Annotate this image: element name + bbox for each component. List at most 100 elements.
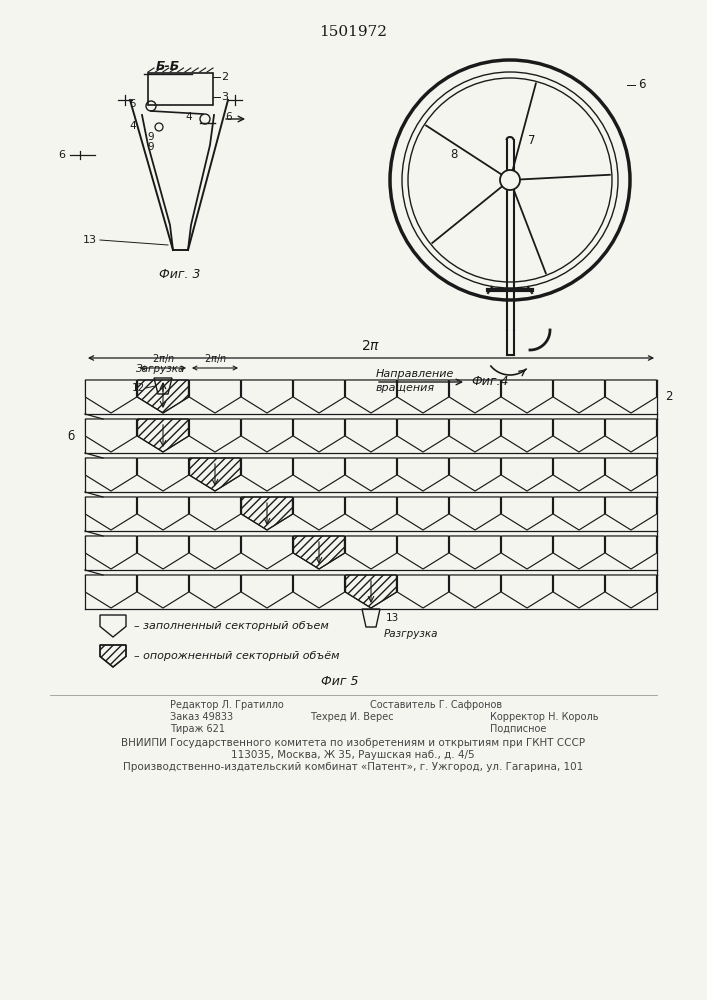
Polygon shape <box>501 536 552 569</box>
Text: Подписное: Подписное <box>490 724 547 734</box>
Polygon shape <box>293 380 344 413</box>
Text: Направление: Направление <box>376 369 455 379</box>
Polygon shape <box>554 575 604 608</box>
Polygon shape <box>554 497 604 530</box>
Text: – опорожненный секторный объём: – опорожненный секторный объём <box>134 651 339 661</box>
Polygon shape <box>397 380 448 413</box>
Circle shape <box>500 170 520 190</box>
Text: Разгрузка: Разгрузка <box>384 629 438 639</box>
Polygon shape <box>242 380 293 413</box>
Text: вращения: вращения <box>376 383 435 393</box>
Polygon shape <box>137 380 189 413</box>
Polygon shape <box>242 536 293 569</box>
Polygon shape <box>450 497 501 530</box>
Polygon shape <box>137 419 189 452</box>
Polygon shape <box>450 575 501 608</box>
Polygon shape <box>137 536 189 569</box>
Polygon shape <box>242 497 293 530</box>
Polygon shape <box>397 419 448 452</box>
Text: Б-Б: Б-Б <box>156 60 180 73</box>
Polygon shape <box>554 458 604 491</box>
Polygon shape <box>293 575 344 608</box>
Polygon shape <box>86 458 136 491</box>
Text: 4: 4 <box>129 121 136 131</box>
Polygon shape <box>293 419 344 452</box>
Polygon shape <box>137 458 189 491</box>
Polygon shape <box>605 536 657 569</box>
Text: Загрузка: Загрузка <box>136 364 186 374</box>
Text: 113035, Москва, Ж 35, Раушская наб., д. 4/5: 113035, Москва, Ж 35, Раушская наб., д. … <box>231 750 475 760</box>
Text: Заказ 49833: Заказ 49833 <box>170 712 233 722</box>
Polygon shape <box>293 458 344 491</box>
Polygon shape <box>346 536 397 569</box>
Text: 9: 9 <box>147 142 154 152</box>
Text: Редактор Л. Гратилло: Редактор Л. Гратилло <box>170 700 284 710</box>
Text: Фиг 5: Фиг 5 <box>321 675 358 688</box>
Polygon shape <box>86 380 136 413</box>
Text: Производственно-издательский комбинат «Патент», г. Ужгород, ул. Гагарина, 101: Производственно-издательский комбинат «П… <box>123 762 583 772</box>
Polygon shape <box>501 458 552 491</box>
Polygon shape <box>501 497 552 530</box>
Text: – заполненный секторный объем: – заполненный секторный объем <box>134 621 329 631</box>
Text: 2: 2 <box>221 72 228 82</box>
Text: Составитель Г. Сафронов: Составитель Г. Сафронов <box>370 700 502 710</box>
Polygon shape <box>605 497 657 530</box>
Text: 1501972: 1501972 <box>319 25 387 39</box>
Text: 4: 4 <box>186 112 192 122</box>
Polygon shape <box>605 380 657 413</box>
Polygon shape <box>605 575 657 608</box>
Polygon shape <box>501 380 552 413</box>
Polygon shape <box>605 419 657 452</box>
Polygon shape <box>397 497 448 530</box>
Text: $2\pi$: $2\pi$ <box>361 339 380 353</box>
Polygon shape <box>137 575 189 608</box>
Polygon shape <box>346 458 397 491</box>
Polygon shape <box>86 575 136 608</box>
Polygon shape <box>189 458 240 491</box>
Bar <box>148 73 213 105</box>
Text: 5: 5 <box>129 99 136 109</box>
Text: Техред И. Верес: Техред И. Верес <box>310 712 394 722</box>
Polygon shape <box>450 458 501 491</box>
Text: Фиг. 3: Фиг. 3 <box>159 268 201 281</box>
Polygon shape <box>189 575 240 608</box>
Text: 7: 7 <box>528 133 535 146</box>
Polygon shape <box>346 497 397 530</box>
Polygon shape <box>86 419 136 452</box>
Text: 6: 6 <box>638 79 645 92</box>
Polygon shape <box>554 380 604 413</box>
Text: 9: 9 <box>147 132 154 142</box>
Text: 13: 13 <box>83 235 97 245</box>
Polygon shape <box>189 380 240 413</box>
Polygon shape <box>346 380 397 413</box>
Text: 8: 8 <box>450 148 457 161</box>
Polygon shape <box>397 458 448 491</box>
Text: 6: 6 <box>225 112 232 122</box>
Polygon shape <box>242 458 293 491</box>
Polygon shape <box>397 575 448 608</box>
Polygon shape <box>450 536 501 569</box>
Text: Фиг.4: Фиг.4 <box>472 375 509 388</box>
Polygon shape <box>554 536 604 569</box>
Text: 2: 2 <box>665 390 672 403</box>
Text: $2\pi/n$: $2\pi/n$ <box>151 352 175 365</box>
Polygon shape <box>86 497 136 530</box>
Polygon shape <box>189 536 240 569</box>
Text: Корректор Н. Король: Корректор Н. Король <box>490 712 599 722</box>
Text: 6: 6 <box>59 150 66 160</box>
Text: ВНИИПИ Государственного комитета по изобретениям и открытиям при ГКНТ СССР: ВНИИПИ Государственного комитета по изоб… <box>121 738 585 748</box>
Polygon shape <box>189 419 240 452</box>
Text: 13: 13 <box>386 613 399 623</box>
Polygon shape <box>450 419 501 452</box>
Polygon shape <box>293 536 344 569</box>
Polygon shape <box>242 575 293 608</box>
Polygon shape <box>242 419 293 452</box>
Text: 3: 3 <box>221 92 228 102</box>
Text: $2\pi/n$: $2\pi/n$ <box>204 352 226 365</box>
Text: 12: 12 <box>132 383 145 393</box>
Polygon shape <box>397 536 448 569</box>
Polygon shape <box>450 380 501 413</box>
Polygon shape <box>501 575 552 608</box>
Text: б: б <box>68 430 75 442</box>
Polygon shape <box>189 497 240 530</box>
